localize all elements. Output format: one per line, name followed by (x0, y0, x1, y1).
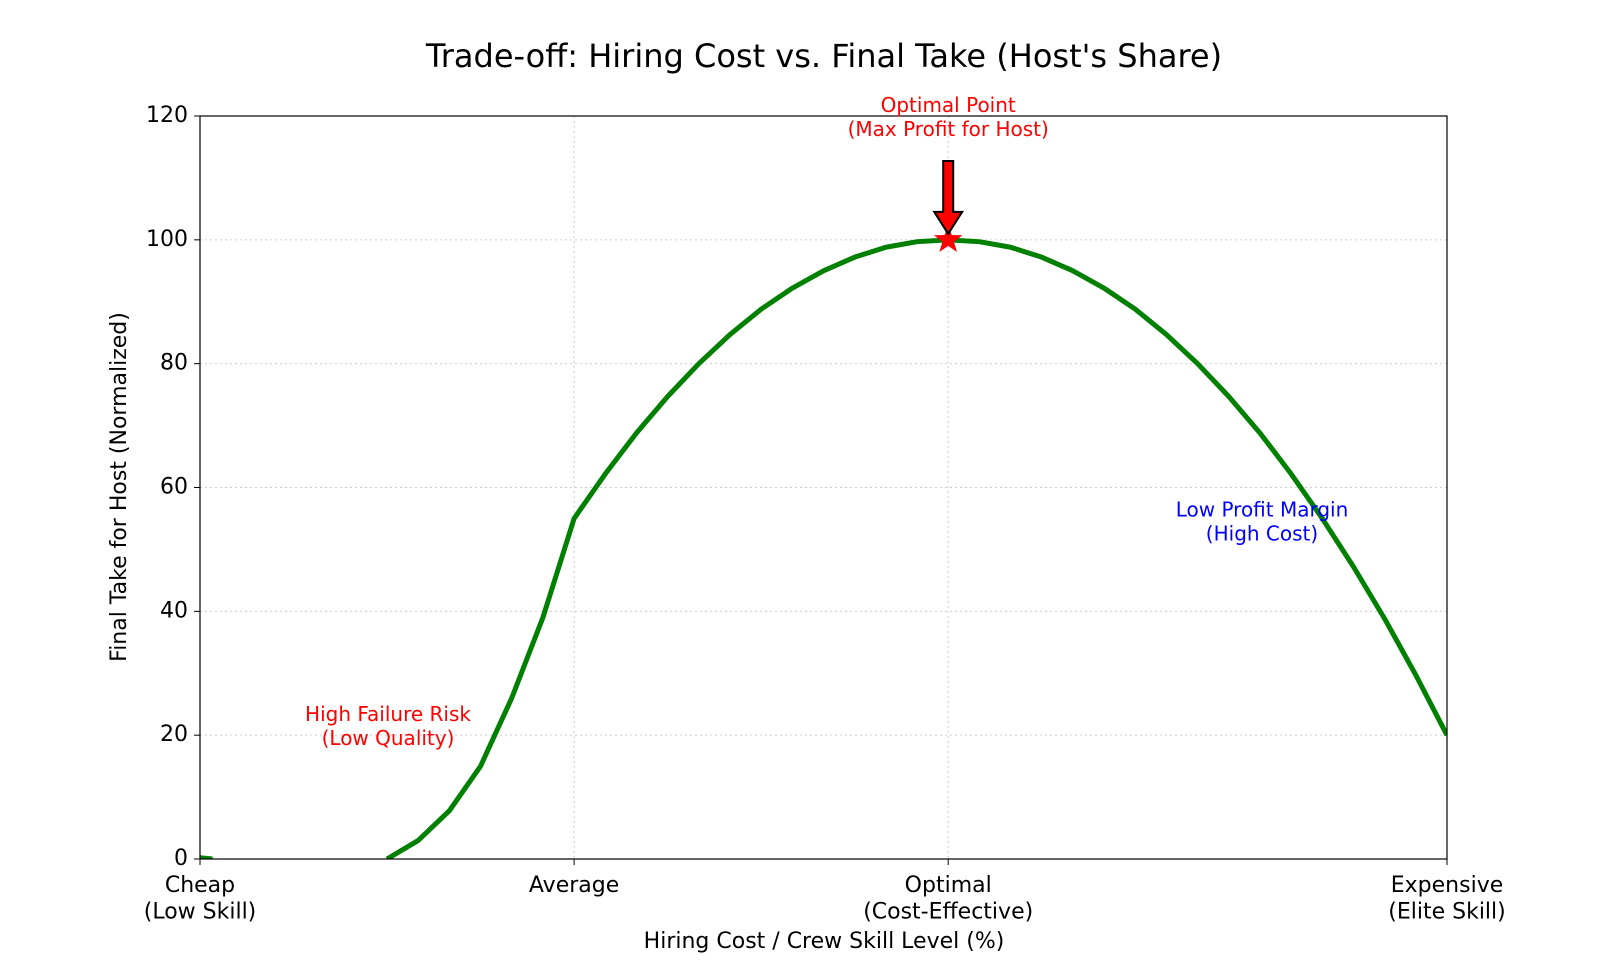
y-tick-label: 20 (160, 722, 188, 747)
x-axis-label: Hiring Cost / Crew Skill Level (%) (644, 929, 1005, 954)
annotation: High Failure Risk (Low Quality) (305, 702, 471, 750)
plot-frame (199, 115, 1448, 860)
y-tick-label: 60 (160, 475, 188, 500)
annotation-arrow (932, 160, 965, 236)
y-tick-label: 40 (160, 598, 188, 623)
optimal-star (933, 224, 963, 252)
chart-title: Trade-off: Hiring Cost vs. Final Take (H… (425, 37, 1222, 75)
x-tick-label: Cheap (Low Skill) (144, 873, 257, 924)
x-tick-label: Optimal (Cost-Effective) (863, 873, 1033, 924)
y-tick-label: 100 (146, 227, 188, 252)
y-tick-label: 0 (174, 846, 188, 871)
annotation: Low Profit Margin (High Cost) (1176, 497, 1349, 545)
x-tick-label: Average (529, 873, 619, 898)
annotation: Optimal Point (Max Profit for Host) (848, 93, 1049, 141)
y-axis-label: Final Take for Host (Normalized) (107, 312, 132, 662)
x-tick-label: Expensive (Elite Skill) (1388, 873, 1506, 924)
y-tick-label: 80 (160, 351, 188, 376)
line (200, 237, 1447, 859)
y-tick-label: 120 (146, 103, 188, 128)
